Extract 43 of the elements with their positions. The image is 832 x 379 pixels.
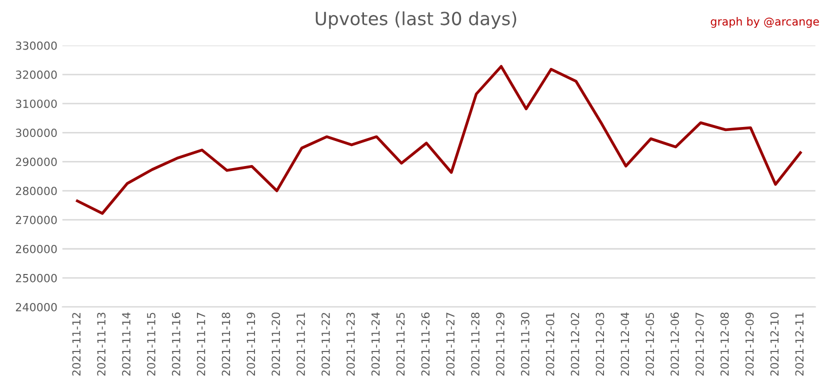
x-tick-label: 2021-11-22 [322,312,330,376]
x-tick-label: 2021-11-16 [172,312,180,376]
x-tick-label: 2021-11-21 [296,312,305,376]
y-tick-label: 320000 [16,70,57,79]
x-tick-label: 2021-12-04 [620,312,630,376]
x-tick-label: 2021-11-29 [496,312,504,376]
x-tick-label: 2021-11-26 [421,312,430,376]
x-tick-label: 2021-12-05 [646,312,654,376]
x-tick-label: 2021-11-24 [371,312,380,376]
x-tick-label: 2021-12-01 [546,312,554,376]
x-tick-label: 2021-11-12 [72,312,81,376]
x-tick-label: 2021-11-13 [97,312,106,376]
y-tick-label: 240000 [16,302,57,312]
x-tick-label: 2021-12-10 [770,312,779,376]
x-tick-label: 2021-12-06 [670,312,679,376]
x-tick-label: 2021-11-30 [520,312,530,376]
y-tick-label: 260000 [16,244,57,254]
x-tick-label: 2021-12-08 [720,312,729,376]
x-tick-label: 2021-11-19 [246,312,256,376]
y-tick-label: 330000 [16,41,57,50]
y-tick-label: 270000 [16,216,57,224]
x-tick-label: 2021-11-14 [122,312,130,376]
x-tick-label: 2021-11-27 [446,312,455,376]
x-tick-label: 2021-11-20 [272,312,280,376]
x-tick-label: 2021-12-11 [795,312,804,376]
chart-title: Upvotes (last 30 days) [316,11,516,29]
y-tick-label: 280000 [16,186,57,196]
y-tick-label: 310000 [16,100,57,108]
x-tick-label: 2021-12-07 [695,312,704,376]
x-tick-label: 2021-12-03 [596,312,604,376]
x-tick-label: 2021-11-15 [146,312,156,376]
y-tick-label: 250000 [16,274,57,282]
x-tick-label: 2021-12-09 [745,312,754,376]
x-tick-label: 2021-11-25 [396,312,405,376]
y-tick-label: 290000 [16,158,57,166]
x-tick-label: 2021-11-23 [346,312,355,376]
x-tick-label: 2021-12-02 [570,312,580,376]
y-tick-label: 300000 [16,128,57,138]
x-tick-label: 2021-11-18 [222,312,230,376]
x-tick-label: 2021-11-17 [196,312,206,376]
line-series [76,65,802,215]
x-tick-label: 2021-11-28 [471,312,480,376]
text: graph by @arcange [710,17,819,28]
